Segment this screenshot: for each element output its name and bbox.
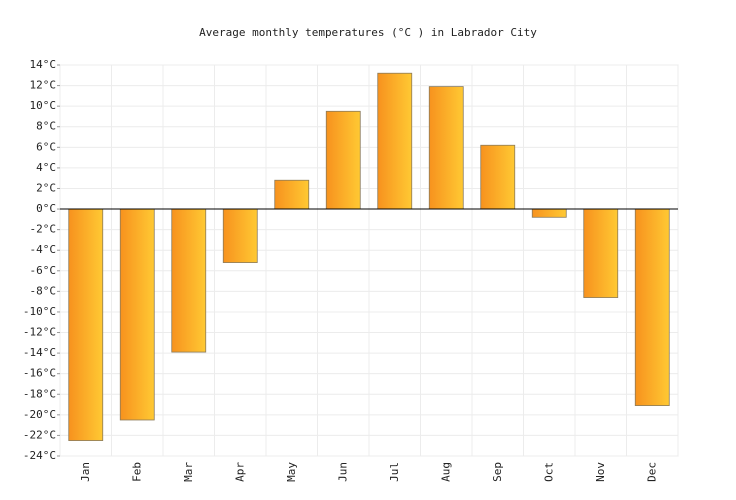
y-tick-label: -12°C xyxy=(23,326,56,339)
x-tick-label: Apr xyxy=(233,462,246,482)
y-tick-label: -10°C xyxy=(23,305,56,318)
bar xyxy=(583,208,619,298)
y-tick-label: 0°C xyxy=(36,202,56,215)
x-tick-label: Mar xyxy=(182,462,195,482)
x-tick-label: Dec xyxy=(645,462,658,482)
y-tick-label: 12°C xyxy=(30,79,57,92)
x-tick-label: Jan xyxy=(79,462,92,482)
x-tick-label: Jul xyxy=(388,462,401,482)
y-tick-label: -14°C xyxy=(23,346,56,359)
y-tick-label: -2°C xyxy=(30,223,57,236)
bar xyxy=(634,208,670,406)
y-tick-label: 6°C xyxy=(36,140,56,153)
chart-title: Average monthly temperatures (°C ) in La… xyxy=(199,26,537,39)
x-tick-label: Nov xyxy=(594,462,607,482)
y-tick-label: -6°C xyxy=(30,264,57,277)
y-tick-label: 14°C xyxy=(30,58,57,71)
y-tick-label: -8°C xyxy=(30,284,57,297)
y-tick-label: -22°C xyxy=(23,428,56,441)
x-tick-label: Sep xyxy=(491,462,504,482)
bar xyxy=(480,144,516,210)
bar xyxy=(428,86,464,210)
x-tick-label: Oct xyxy=(542,462,555,482)
bar xyxy=(325,110,361,210)
y-tick-label: -16°C xyxy=(23,367,56,380)
y-tick-label: 4°C xyxy=(36,161,56,174)
bar xyxy=(222,208,258,263)
y-tick-label: 10°C xyxy=(30,99,57,112)
y-tick-label: 8°C xyxy=(36,120,56,133)
y-tick-label: -24°C xyxy=(23,449,56,462)
x-tick-label: Feb xyxy=(130,462,143,482)
x-tick-label: Jun xyxy=(336,462,349,482)
x-tick-label: Aug xyxy=(439,462,452,482)
y-tick-label: -4°C xyxy=(30,243,57,256)
bar xyxy=(68,208,104,441)
y-tick-label: -18°C xyxy=(23,387,56,400)
y-tick-label: -20°C xyxy=(23,408,56,421)
bar xyxy=(274,179,310,210)
x-tick-label: May xyxy=(285,462,298,482)
y-tick-label: 2°C xyxy=(36,181,56,194)
bar xyxy=(531,208,567,218)
bar xyxy=(171,208,207,353)
bar xyxy=(119,208,155,421)
bar xyxy=(377,72,413,210)
